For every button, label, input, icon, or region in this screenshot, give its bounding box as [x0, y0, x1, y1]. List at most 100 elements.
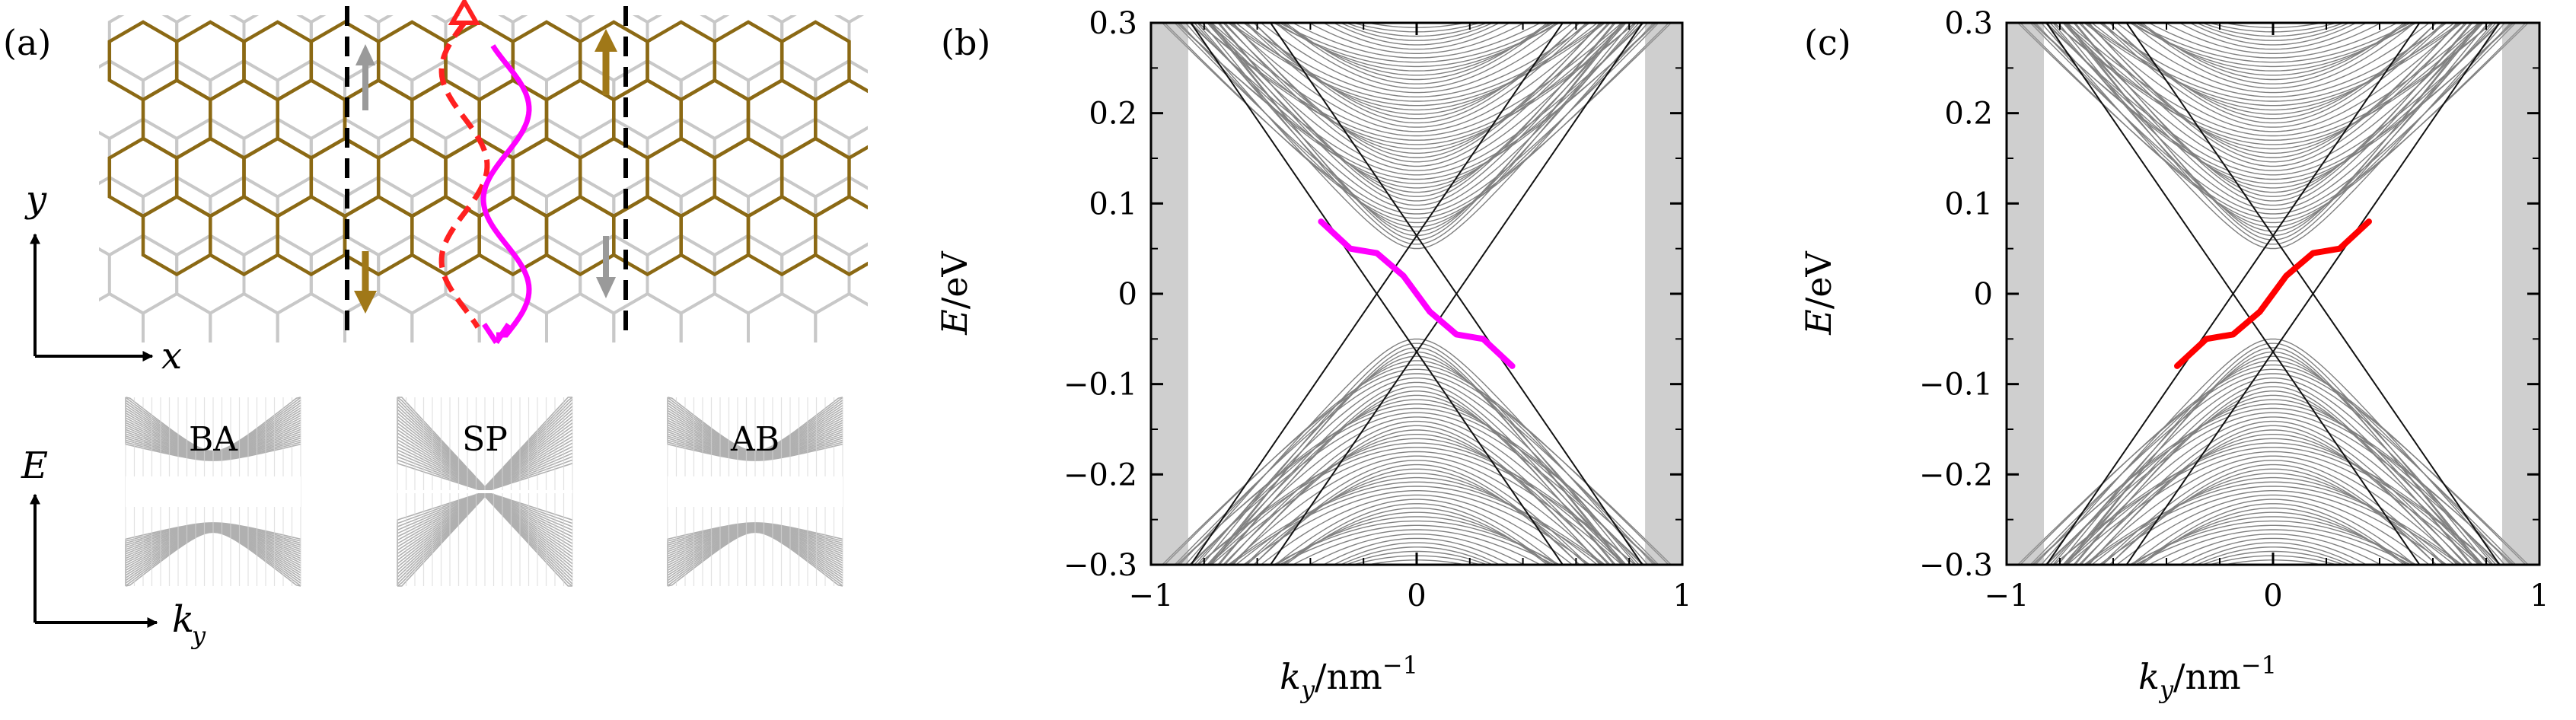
- bulk-band-lower: [1188, 412, 1645, 565]
- band-plot-b: 0.3 0.2 0.1 0 −0.1 −0.2 −0.3−1 0 1: [1063, 6, 1692, 613]
- lattice-hex-bottom: [477, 292, 548, 342]
- ylabel-c: E/eV: [1798, 250, 1839, 335]
- bulk-band-lower: [1231, 429, 1602, 565]
- lattice-hex-bottom: [883, 177, 950, 255]
- ylabel-b-unit: /eV: [934, 250, 975, 309]
- bulk-band-upper: [1994, 0, 2553, 2]
- bulk-band-lower: [2134, 524, 2412, 565]
- svg-text:E/eV: E/eV: [934, 250, 975, 335]
- bulk-band-lower: [1245, 473, 1588, 565]
- bulk-band-upper: [1190, 23, 1643, 189]
- bulk-band-lower: [2139, 503, 2407, 565]
- bulk-band-upper: [1332, 23, 1501, 46]
- bulk-band-lower: [1161, 368, 1672, 565]
- bulk-band-upper: [2040, 23, 2506, 250]
- bulk-band-lower: [2130, 499, 2416, 565]
- bulk-band-upper: [2073, 23, 2473, 197]
- bulk-band-lower: [1275, 516, 1558, 565]
- x-tick-label: −1: [1129, 578, 1174, 613]
- band-label-AB: AB: [730, 420, 779, 459]
- crossing-line: [1270, 23, 1643, 565]
- bulk-band-lower: [1283, 503, 1551, 565]
- edge-path-arrowhead-red: [448, 0, 481, 25]
- bulk-band-lower: [2073, 390, 2473, 565]
- bulk-band-lower: [1197, 442, 1637, 565]
- bulk-band-lower: [1308, 534, 1526, 565]
- dashed-edge-path: [438, 21, 490, 329]
- xlabel-c-main: k: [2138, 656, 2160, 697]
- bulk-band-upper: [2189, 23, 2358, 46]
- bulk-band-lower: [1260, 494, 1573, 565]
- bulk-band-upper: [2064, 23, 2482, 171]
- bulk-band-lower: [2057, 342, 2489, 565]
- lattice-hex-bottom: [713, 15, 784, 82]
- bulk-band-upper: [1308, 23, 1526, 54]
- bulk-band-upper: [2109, 23, 2437, 119]
- axis-label-k: k: [172, 598, 194, 641]
- bulk-band-lower: [1278, 524, 1555, 565]
- bulk-band-lower: [2053, 442, 2493, 565]
- y-tick-label: 0.1: [1944, 186, 1993, 221]
- bulk-band-lower: [1178, 360, 1655, 565]
- bulk-band-lower: [2020, 364, 2527, 565]
- bulk-band-upper: [1994, 0, 2553, 10]
- bulk-band-lower: [1207, 416, 1626, 565]
- lattice-hex-bottom: [847, 15, 868, 74]
- bulk-band-upper: [1274, 23, 1559, 89]
- bulk-band-upper: [2074, 23, 2472, 202]
- bulk-band-lower: [1339, 546, 1494, 565]
- bulk-band-lower: [2189, 542, 2358, 565]
- bulk-band-upper: [1184, 23, 1649, 250]
- xy-axes: y x: [24, 178, 182, 378]
- bulk-band-upper: [1344, 23, 1489, 37]
- bulk-band-lower: [1210, 451, 1623, 565]
- bulk-band-upper: [2087, 23, 2459, 158]
- bulk-band-upper: [1253, 23, 1580, 124]
- bulk-band-upper: [2053, 23, 2493, 141]
- bulk-band-upper: [1197, 23, 1637, 145]
- xlabel-b-exp: −1: [1382, 651, 1418, 680]
- bulk-band-lower: [1344, 550, 1489, 565]
- mini-band-gap: [126, 476, 301, 507]
- bulk-band-upper: [2134, 23, 2412, 63]
- axis-label-y: y: [24, 178, 47, 221]
- bulk-band-upper: [1188, 23, 1645, 176]
- bulk-band-upper: [2098, 23, 2448, 97]
- bulk-band-lower: [2080, 420, 2466, 565]
- crossing-line: [2125, 23, 2501, 565]
- bulk-band-lower: [2195, 546, 2351, 565]
- bulk-band-upper: [1245, 23, 1588, 115]
- bulk-band-lower: [1216, 390, 1617, 565]
- bulk-band-lower: [2137, 511, 2409, 565]
- bulk-band-upper: [2102, 23, 2444, 115]
- plot-area: [1151, 23, 1682, 565]
- lattice-hex-bottom: [847, 242, 868, 307]
- y-tick-label: 0.2: [1944, 97, 1993, 132]
- bulk-band-lower: [1235, 476, 1599, 565]
- y-tick-label: 0: [1118, 277, 1137, 312]
- bulk-band-edge: [1645, 23, 1682, 565]
- lattice-hex-bottom: [679, 292, 750, 342]
- bulk-band-lower: [2141, 507, 2405, 565]
- bulk-band-upper: [1260, 23, 1573, 94]
- bulk-band-lower: [2083, 481, 2463, 565]
- bulk-band-upper: [1174, 23, 1659, 215]
- bulk-band-upper: [1281, 23, 1552, 76]
- bulk-band-upper: [1164, 23, 1670, 224]
- bulk-band-upper: [2164, 23, 2382, 54]
- arrow-down-brown: [354, 251, 377, 314]
- bulk-band-upper: [1161, 23, 1672, 219]
- bulk-band-upper: [2195, 23, 2351, 41]
- bulk-band-edge: [2007, 23, 2044, 565]
- bulk-band-upper: [1175, 23, 1658, 180]
- bulk-band-lower: [1322, 537, 1511, 565]
- arrow-up-gray: [355, 44, 375, 110]
- bulk-band-lower: [2109, 464, 2437, 565]
- bulk-band-lower: [1190, 399, 1643, 565]
- xlabel-c: ky/nm−1: [2138, 651, 2277, 704]
- bulk-band-upper: [1210, 23, 1623, 137]
- xlabel-c-sub: y: [2158, 675, 2174, 704]
- bulk-band-upper: [1207, 23, 1626, 171]
- y-tick-label: 0.1: [1089, 186, 1137, 221]
- arrow-up-brown: [595, 29, 617, 95]
